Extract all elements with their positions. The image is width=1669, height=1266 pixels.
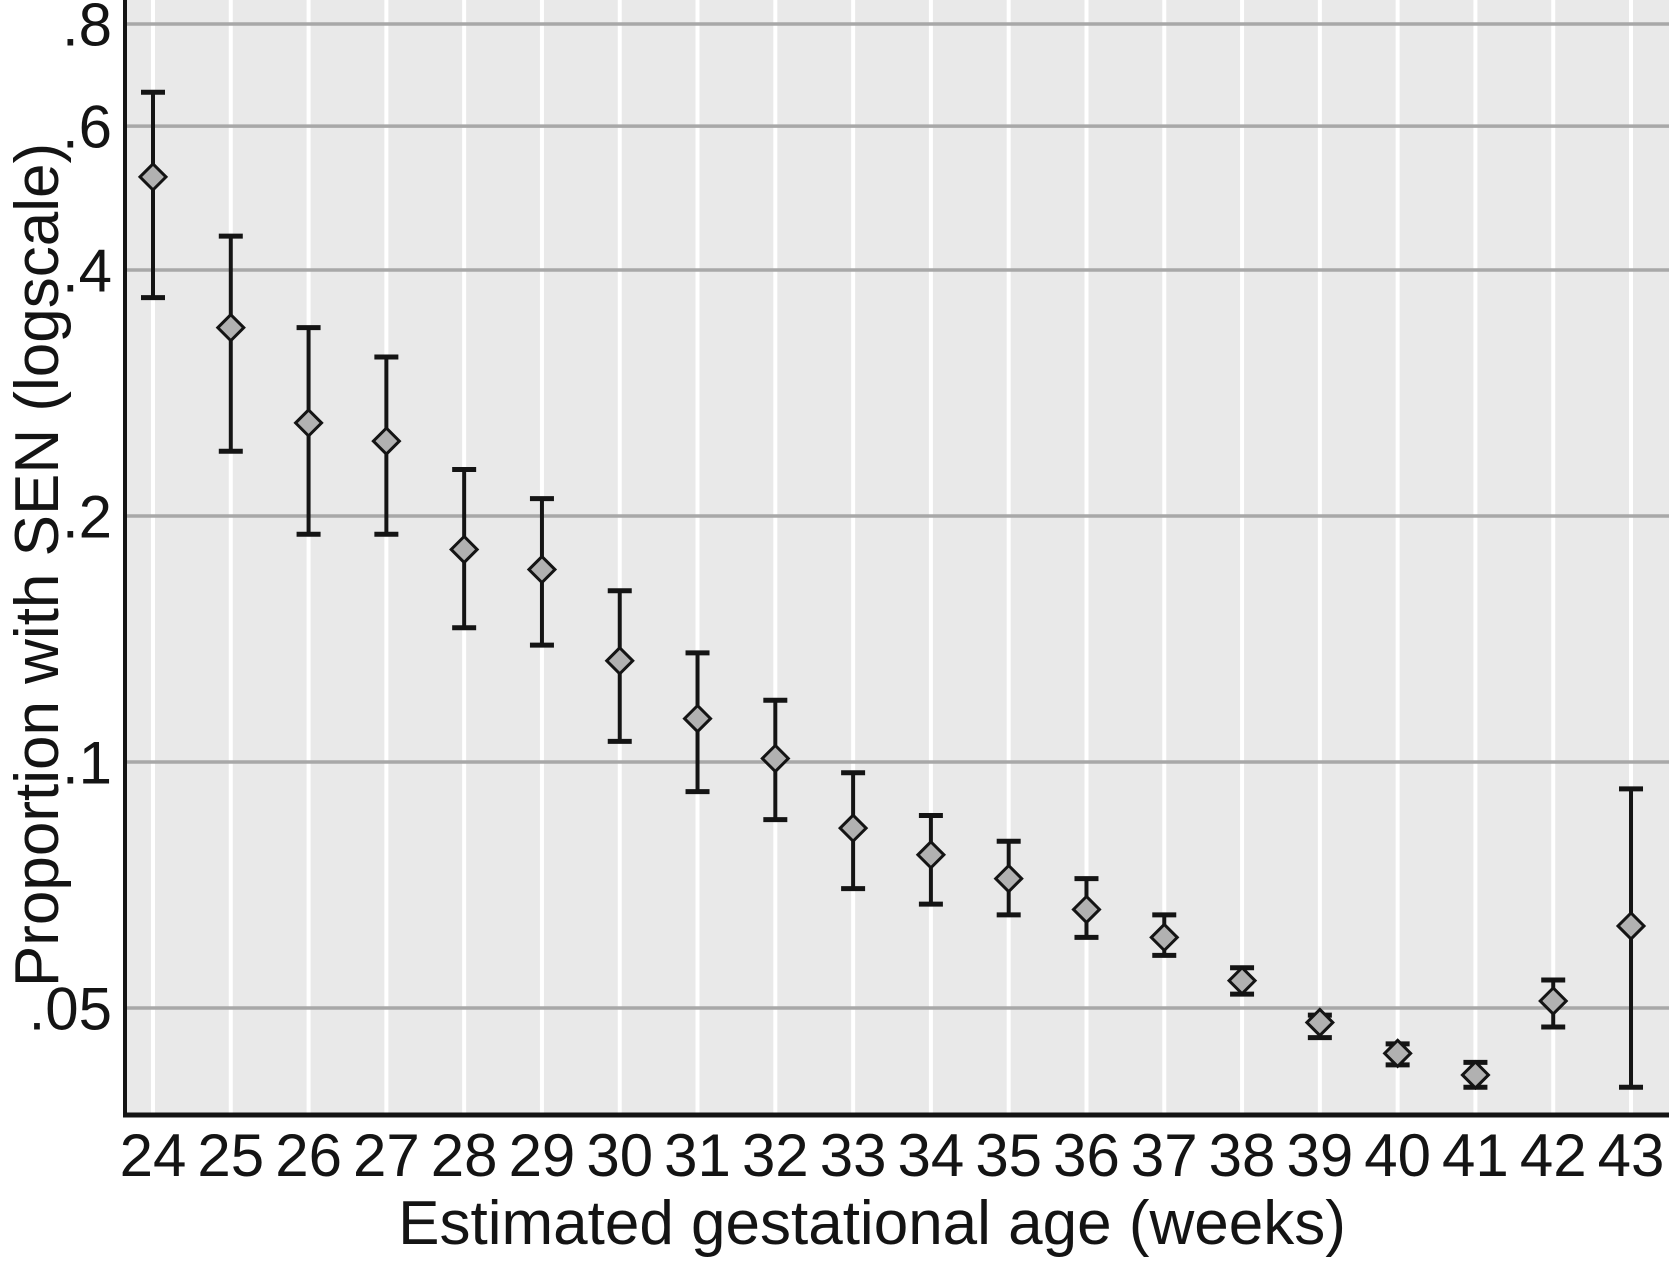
x-tick-label-36: 36 <box>1053 1122 1120 1189</box>
data-point-group-week-33 <box>837 770 869 892</box>
data-point-group-week-41 <box>1460 1059 1491 1091</box>
data-point-group-week-39 <box>1304 1007 1335 1041</box>
data-point-group-week-37 <box>1149 912 1180 958</box>
data-point-group-week-42 <box>1538 977 1569 1030</box>
diamond-marker-week-35 <box>993 863 1024 894</box>
x-tick-label-28: 28 <box>431 1122 498 1189</box>
x-tick-label-40: 40 <box>1364 1122 1431 1189</box>
x-tick-labels: 24 25 26 27 28 29 30 31 32 33 34 35 36 37 38 39 40 41 42 43 <box>120 1122 1665 1189</box>
diamond-marker-week-32 <box>760 743 791 774</box>
x-tick-label-34: 34 <box>898 1122 965 1189</box>
data-point-group-week-43 <box>1615 786 1647 1090</box>
data-point-group-week-30 <box>604 588 635 744</box>
data-point-group-week-26 <box>293 325 324 537</box>
y-tick-label-.6: .6 <box>62 94 112 161</box>
x-tick-label-31: 31 <box>664 1122 731 1189</box>
y-tick-label-.4: .4 <box>62 237 112 304</box>
diamond-marker-week-27 <box>371 425 402 457</box>
x-tick-label-30: 30 <box>586 1122 653 1189</box>
diamond-marker-week-43 <box>1615 910 1647 942</box>
data-point-group-week-32 <box>760 697 791 823</box>
data-point-group-week-28 <box>449 466 480 631</box>
diamond-marker-week-36 <box>1071 894 1102 925</box>
plot-background <box>127 0 1669 1113</box>
data-point-group-week-35 <box>993 838 1024 918</box>
data-point-group-week-36 <box>1071 876 1102 940</box>
x-tick-label-32: 32 <box>742 1122 809 1189</box>
data-point-group-week-27 <box>371 354 402 537</box>
data-point-group-week-34 <box>915 813 947 907</box>
x-tick-label-24: 24 <box>120 1122 187 1189</box>
x-axis-title: Estimated gestational age (weeks) <box>398 1189 1346 1258</box>
diamond-marker-week-29 <box>526 554 558 585</box>
x-tick-label-38: 38 <box>1209 1122 1276 1189</box>
diamond-marker-week-24 <box>137 161 169 193</box>
data-point-group-week-38 <box>1226 965 1258 997</box>
data-point-group-week-25 <box>215 233 246 454</box>
x-tick-label-37: 37 <box>1131 1122 1198 1189</box>
diamond-marker-week-40 <box>1382 1038 1413 1069</box>
diamond-marker-week-25 <box>215 312 246 343</box>
diamond-marker-week-41 <box>1460 1059 1491 1091</box>
x-tick-label-39: 39 <box>1286 1122 1353 1189</box>
diamond-marker-week-37 <box>1149 922 1180 953</box>
x-tick-label-29: 29 <box>509 1122 576 1189</box>
diamond-marker-week-26 <box>293 407 324 439</box>
data-point-group-week-29 <box>526 496 558 648</box>
x-tick-label-43: 43 <box>1598 1122 1665 1189</box>
diamond-marker-week-28 <box>449 534 480 565</box>
x-tick-label-42: 42 <box>1520 1122 1587 1189</box>
x-tick-label-35: 35 <box>975 1122 1042 1189</box>
x-tick-label-27: 27 <box>353 1122 420 1189</box>
y-tick-label-.2: .2 <box>62 483 112 550</box>
error-bars-and-markers <box>137 89 1647 1091</box>
y-axis-title: Proportion with SEN (logscale) <box>3 143 72 987</box>
x-tick-label-33: 33 <box>820 1122 887 1189</box>
diamond-marker-week-34 <box>915 839 947 870</box>
y-tick-label-.8: .8 <box>62 0 112 58</box>
data-point-group-week-24 <box>137 89 169 301</box>
x-tick-label-25: 25 <box>197 1122 264 1189</box>
y-tick-label-.05: .05 <box>29 976 112 1043</box>
x-tick-label-41: 41 <box>1442 1122 1509 1189</box>
data-point-group-week-40 <box>1382 1038 1413 1069</box>
data-point-group-week-31 <box>682 650 713 795</box>
horizontal-gridlines <box>127 22 1669 1010</box>
x-tick-label-26: 26 <box>275 1122 342 1189</box>
y-tick-label-.1: .1 <box>62 729 112 796</box>
diamond-marker-week-42 <box>1538 985 1569 1017</box>
y-tick-labels: .8 .6 .4 .2 .1 .05 <box>29 0 112 1043</box>
diamond-marker-week-38 <box>1226 965 1258 996</box>
diamond-marker-week-31 <box>682 703 713 734</box>
diamond-marker-week-39 <box>1304 1007 1335 1038</box>
diamond-marker-week-30 <box>604 645 635 676</box>
diamond-marker-week-33 <box>837 813 869 844</box>
